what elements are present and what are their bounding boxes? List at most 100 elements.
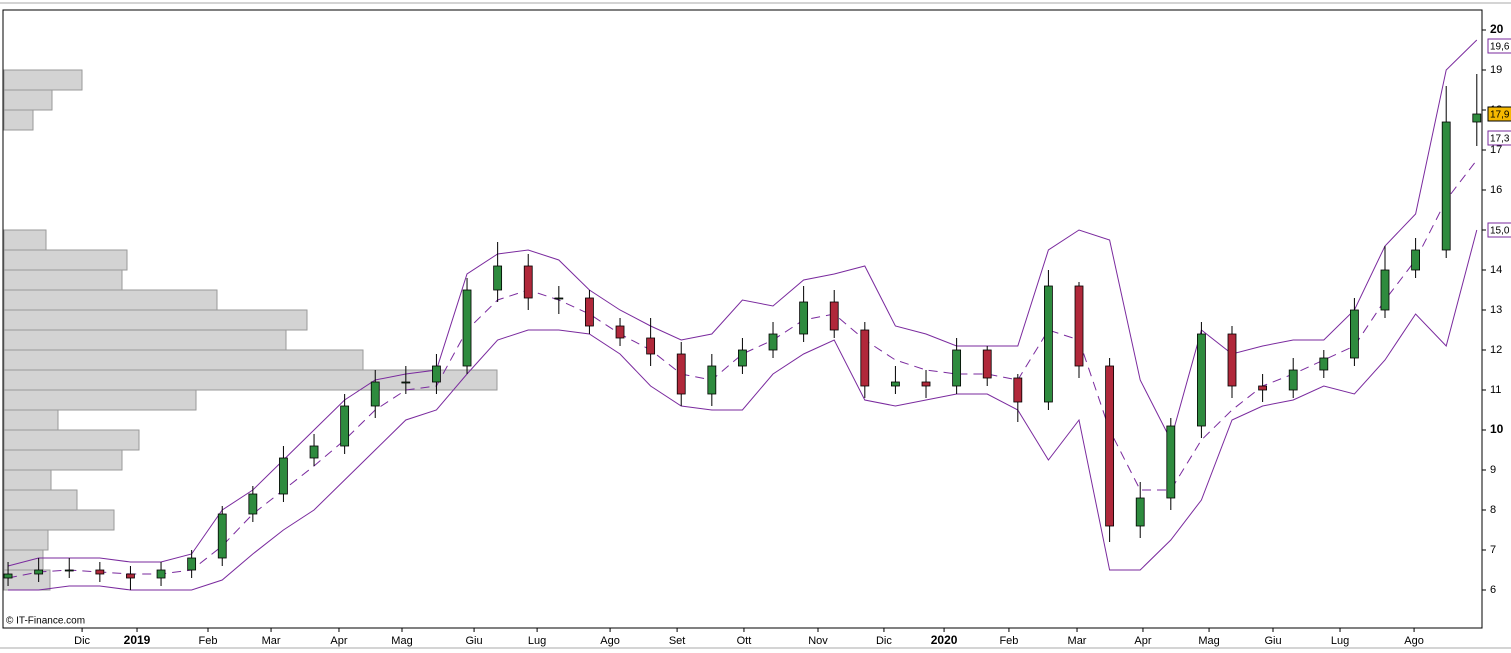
candle-body: [799, 301, 809, 335]
candle-body: [646, 337, 656, 355]
profile-bar: [3, 549, 44, 571]
x-tick-label: Dic: [876, 635, 892, 647]
y-tick-label: 11: [1490, 384, 1501, 396]
candle-body: [921, 381, 931, 387]
candle-body: [493, 265, 503, 291]
price-label: 15,0: [1490, 226, 1510, 237]
x-tick-label: Apr: [330, 635, 347, 647]
candle-body: [615, 325, 625, 339]
candle-body: [248, 493, 258, 515]
candle-body: [554, 297, 564, 300]
candle-body: [462, 289, 472, 367]
x-tick-label: Set: [669, 635, 686, 647]
axes: 67891011121314151617181920Dic2019FebMarA…: [74, 22, 1511, 647]
candle-body: [1472, 113, 1482, 123]
x-tick-label: Mar: [1068, 635, 1087, 647]
credit: © IT-Finance.com: [6, 616, 85, 627]
candle-body: [1411, 249, 1421, 271]
profile-bar: [3, 329, 287, 351]
candle-body: [34, 569, 44, 575]
x-tick-label: 2019: [124, 633, 151, 647]
profile-bar: [3, 69, 83, 91]
x-tick-label: 2020: [931, 633, 958, 647]
profile-bar: [3, 449, 123, 471]
candle-body: [768, 333, 778, 351]
candle-body: [738, 349, 747, 367]
candles: [3, 74, 1482, 590]
candle-body: [1227, 333, 1237, 387]
candle-body: [126, 573, 135, 579]
x-tick-label: Ott: [737, 635, 752, 647]
candle-body: [401, 381, 411, 384]
y-tick-label: 19: [1490, 64, 1502, 76]
profile-bar: [3, 369, 498, 391]
price-label: 17,3: [1490, 134, 1510, 145]
profile-bar: [3, 229, 47, 251]
x-tick-label: Feb: [999, 635, 1018, 647]
x-tick-label: Mag: [1198, 635, 1219, 647]
candle-body: [1197, 333, 1206, 427]
candle-body: [370, 381, 380, 407]
profile-bar: [3, 469, 52, 491]
profile-bar: [3, 249, 128, 271]
candle-body: [1135, 497, 1145, 527]
candle-body: [279, 457, 288, 495]
x-tick-label: Apr: [1134, 635, 1151, 647]
price-label: 17,9: [1490, 110, 1510, 121]
y-tick-label: 13: [1490, 304, 1502, 316]
profile-bar: [3, 89, 53, 111]
profile-bar: [3, 109, 34, 131]
y-tick-label: 8: [1490, 504, 1496, 516]
profile-bar: [3, 349, 364, 371]
candle-body: [156, 569, 166, 579]
candle-body: [982, 349, 992, 379]
candle-body: [585, 297, 594, 327]
price-label: 19,6: [1490, 42, 1510, 53]
candle-body: [1288, 369, 1298, 391]
candle-body: [64, 569, 74, 572]
candle-body: [1350, 309, 1359, 359]
y-tick-label: 17: [1490, 144, 1502, 156]
profile-bar: [3, 309, 308, 331]
x-tick-label: Mag: [391, 635, 412, 647]
y-tick-label: 20: [1490, 22, 1504, 36]
price-label-box: [1487, 38, 1511, 54]
candle-body: [1319, 357, 1329, 371]
x-tick-label: Mar: [262, 635, 281, 647]
candle-body: [891, 381, 900, 387]
x-tick-label: Lug: [528, 635, 546, 647]
profile-bar: [3, 269, 123, 291]
candle-body: [340, 405, 350, 447]
y-tick-label: 10: [1490, 422, 1504, 436]
y-tick-label: 16: [1490, 184, 1502, 196]
profile-bar: [3, 529, 49, 551]
x-tick-label: Nov: [808, 635, 828, 647]
candle-body: [1166, 425, 1176, 499]
x-tick-label: Ago: [600, 635, 620, 647]
candle-body: [1441, 121, 1451, 251]
profile-bar: [3, 389, 197, 411]
candle-body: [1380, 269, 1390, 311]
profile-bar: [3, 289, 218, 311]
x-tick-label: Ago: [1404, 635, 1424, 647]
profile-bar: [3, 409, 59, 431]
profile-bar: [3, 569, 51, 591]
candle-body: [860, 329, 870, 387]
candle-body: [1258, 385, 1268, 391]
x-tick-label: Dic: [74, 635, 90, 647]
y-tick-label: 6: [1490, 584, 1496, 596]
candle-body: [707, 365, 717, 395]
candle-body: [187, 557, 197, 571]
candle-body: [829, 301, 839, 331]
candle-body: [952, 349, 962, 387]
profile-bar: [3, 489, 78, 511]
price-label-box: [1487, 130, 1511, 146]
band-lower: [8, 229, 1478, 591]
profile-bar: [3, 509, 115, 531]
candle-body: [1105, 365, 1115, 527]
price-label-box: [1487, 222, 1511, 238]
candle-body: [1044, 285, 1053, 403]
x-tick-label: Lug: [1331, 635, 1349, 647]
candle-body: [3, 573, 13, 579]
y-tick-label: 14: [1490, 264, 1502, 276]
